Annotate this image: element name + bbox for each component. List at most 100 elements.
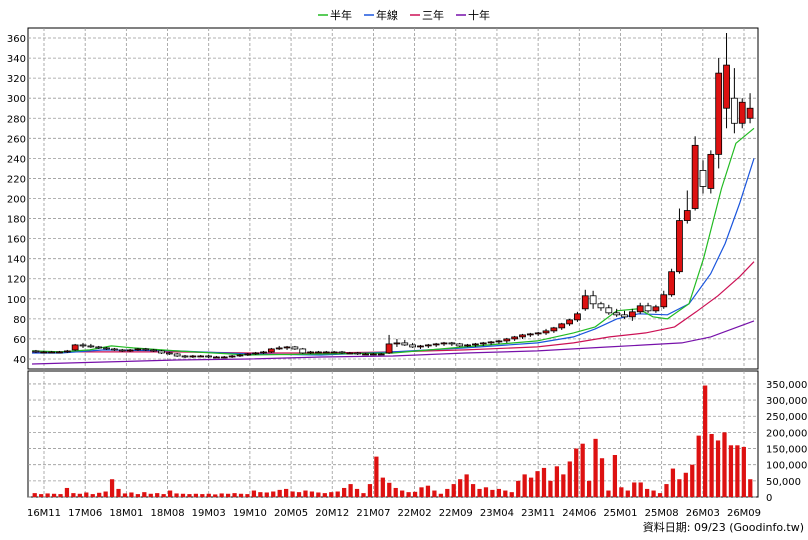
- volume-bar: [174, 493, 179, 497]
- volume-bar: [238, 493, 244, 497]
- candle-down: [401, 339, 409, 346]
- candle-body: [377, 353, 385, 356]
- volume-bar: [39, 494, 44, 497]
- volume-bar: [554, 466, 560, 497]
- price-tick-label: 300: [7, 94, 26, 105]
- candle-up: [393, 338, 401, 347]
- candle-body: [142, 348, 150, 351]
- x-tick-label: 22M02: [398, 508, 432, 519]
- candle-up: [628, 308, 636, 321]
- volume-bar: [142, 492, 147, 497]
- candle-body: [644, 305, 652, 312]
- volume-bar: [496, 488, 501, 497]
- volume-bar: [619, 487, 624, 497]
- candle-body: [165, 352, 173, 355]
- candle-up: [746, 93, 754, 124]
- candle-body: [550, 327, 558, 332]
- candle-body: [409, 344, 417, 348]
- volume-bar: [303, 490, 308, 497]
- candle-up: [534, 331, 542, 336]
- x-tick-label: 25M08: [645, 508, 679, 519]
- candle-body: [668, 271, 675, 296]
- candle-down: [165, 351, 173, 355]
- price-tick-label: 80: [13, 315, 26, 326]
- legend: 半年 年線 三年 十年: [318, 8, 490, 22]
- volume-bar: [335, 491, 340, 497]
- ten-year-ma-line: [31, 320, 755, 365]
- volume-bar: [58, 494, 63, 497]
- candle-body: [134, 348, 142, 351]
- candle-body: [197, 355, 205, 358]
- candle-up: [189, 354, 197, 358]
- volume-bar: [77, 493, 82, 497]
- candle-body: [220, 356, 228, 359]
- candle-up: [424, 343, 432, 348]
- candle-up: [63, 349, 71, 353]
- volume-bar: [258, 492, 263, 497]
- volume-bar: [728, 445, 734, 497]
- candle-body: [244, 353, 252, 356]
- candle-body: [111, 348, 118, 351]
- candle-up: [346, 351, 354, 355]
- candle-body: [158, 350, 165, 354]
- candle-body: [519, 334, 526, 338]
- volume-bar: [109, 479, 115, 497]
- candle-body: [48, 351, 56, 354]
- candle-up: [542, 328, 550, 335]
- candle-body: [730, 97, 738, 124]
- volume-bar: [567, 461, 572, 497]
- volume-bar: [129, 492, 134, 497]
- candle-body: [628, 311, 636, 318]
- volume-bar: [625, 490, 630, 497]
- candle-body: [87, 345, 95, 348]
- candle-body: [676, 220, 683, 273]
- candle-down: [456, 342, 464, 347]
- candle-up: [636, 302, 644, 314]
- candle-down: [597, 301, 605, 311]
- volume-bar: [342, 487, 347, 497]
- candle-up: [495, 339, 503, 344]
- candle-up: [432, 342, 440, 347]
- candle-body: [260, 351, 267, 354]
- volume-bar: [116, 488, 121, 497]
- candle-down: [111, 347, 118, 351]
- price-tick-label: 320: [7, 74, 26, 85]
- volume-bar: [232, 493, 237, 497]
- volume-bar: [316, 492, 321, 497]
- candle-up: [668, 268, 675, 297]
- volume-bar: [400, 490, 405, 497]
- volume-bar: [200, 494, 205, 497]
- candle-body: [354, 352, 362, 355]
- candle-body: [322, 351, 330, 354]
- volume-bar: [206, 493, 211, 497]
- volume-bar: [374, 456, 379, 497]
- candle-body: [707, 153, 715, 189]
- candle-body: [534, 332, 542, 335]
- volume-bar: [51, 493, 57, 497]
- volume-bar: [354, 488, 360, 497]
- volume-bar: [71, 493, 76, 497]
- volume-bar: [509, 492, 514, 497]
- candle-body: [346, 352, 354, 355]
- x-tick-label: 17M06: [68, 508, 102, 519]
- candle-down: [699, 160, 707, 194]
- price-tick-label: 220: [7, 174, 26, 185]
- candle-up: [322, 350, 330, 354]
- legend-label: 十年: [468, 8, 490, 22]
- candle-body: [511, 336, 519, 340]
- candle-up: [40, 350, 48, 354]
- candle-down: [173, 352, 181, 357]
- candle-up: [236, 353, 244, 357]
- candle-up: [479, 341, 487, 346]
- candle-body: [291, 346, 299, 350]
- volume-bar: [477, 488, 482, 497]
- volume-bar: [535, 471, 540, 497]
- candle-down: [79, 342, 87, 348]
- candle-up: [275, 345, 283, 350]
- candle-down: [181, 354, 189, 358]
- candle-body: [472, 343, 479, 346]
- volume-tick-label: 100,000: [766, 461, 807, 472]
- candle-body: [487, 341, 495, 344]
- candle-body: [589, 295, 597, 305]
